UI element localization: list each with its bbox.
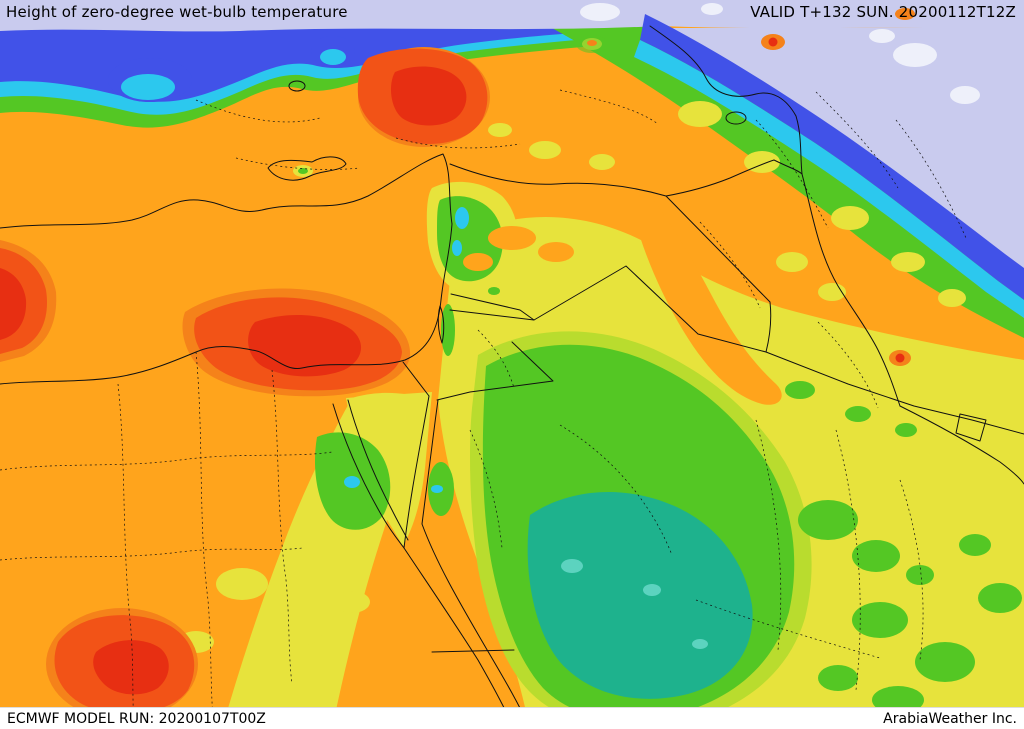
- teal-light-spots: [561, 559, 708, 649]
- yellow-sinai: [346, 392, 432, 546]
- saudi-admin-lines: [469, 419, 924, 691]
- cyan-spot-lebanon-north: [455, 207, 469, 229]
- cyprus-outline: [267, 156, 347, 181]
- egypt-israel-border: [402, 361, 430, 397]
- jordan-saudi-border: [436, 341, 554, 401]
- valid-time-label: VALID T+132 SUN. 20200112T12Z: [750, 3, 1016, 21]
- red-core-bottom-left: [93, 640, 169, 695]
- model-run-label: ECMWF MODEL RUN: 20200107T00Z: [7, 710, 266, 727]
- cyan-spot-sinai: [344, 476, 360, 488]
- egypt-admin-lines: [0, 351, 333, 729]
- lake-van-outline: [725, 111, 747, 125]
- cyan-spot-aqaba: [431, 485, 443, 493]
- turkey-northeast-border: [649, 25, 803, 175]
- turkey-south-border: [449, 159, 775, 197]
- northeast-band-blue: [640, 14, 1024, 300]
- mediterranean-coastline: [0, 153, 453, 385]
- credit-label: ArabiaWeather Inc.: [883, 710, 1017, 727]
- gulf-of-aqaba-west: [403, 395, 430, 549]
- iran-iraq-admin-lines: [699, 91, 967, 409]
- white-cold-patches: [580, 3, 980, 104]
- syria-jordan-border: [450, 293, 535, 321]
- kuwait-outline: [955, 413, 987, 442]
- gulf-of-suez-west: [332, 403, 405, 549]
- northeast-band-cyan: [634, 40, 1024, 318]
- red-sea-east-shore: [421, 399, 531, 729]
- egypt-sudan-border: [431, 649, 515, 653]
- footer-bar: ECMWF MODEL RUN: 20200107T00Z ArabiaWeat…: [0, 707, 1024, 729]
- gulf-of-suez-east: [347, 399, 409, 541]
- green-cyprus-dot: [298, 168, 308, 174]
- lake-tuz-outline: [288, 80, 306, 92]
- dead-sea-outline: [437, 305, 445, 344]
- map-title: Height of zero-degree wet-bulb temperatu…: [6, 3, 348, 21]
- turkey-levant-admin-lines: [195, 89, 659, 389]
- admin-boundaries-dotted: [0, 89, 967, 729]
- red-core-turkey: [390, 66, 467, 126]
- green-jordan-valley: [441, 304, 455, 356]
- syria-iraq-border: [665, 195, 772, 353]
- band-dip-cyan-cores: [121, 49, 346, 100]
- cyan-spot-lebanon-south: [452, 240, 462, 256]
- red-core-left-edge: [0, 268, 27, 340]
- orange-tongue: [463, 192, 782, 405]
- iran-iraq-border: [773, 159, 901, 407]
- persian-gulf-coast: [899, 405, 1024, 485]
- lavender-cold-region: [0, 0, 1024, 274]
- cyan-cold-spots: [344, 207, 469, 493]
- country-borders: [0, 25, 1024, 729]
